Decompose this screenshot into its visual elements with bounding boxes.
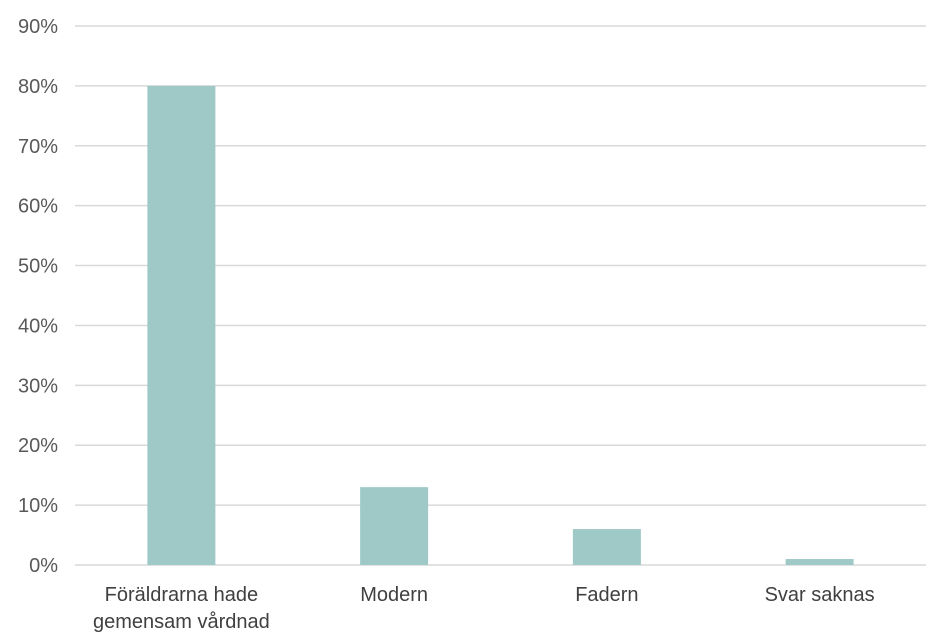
x-category-label: gemensam vårdnad [93,611,270,633]
bar-1 [360,487,429,565]
x-category-label: Föräldrarna hade [105,584,258,606]
y-axis-tick-labels: 0% 10% 20% 30% 40% 50% 60% 70% 80% 90% [18,16,58,577]
x-category-label: Fadern [575,584,638,606]
y-tick-label: 50% [18,256,58,278]
x-category-label: Svar saknas [765,584,875,606]
x-category-label: Modern [360,584,428,606]
y-tick-label: 20% [18,435,58,457]
y-tick-label: 10% [18,495,58,517]
bar-2 [572,529,641,565]
x-axis-category-labels: Föräldrarna hade gemensam vårdnad Modern Fa… [93,584,875,633]
bar-0 [147,85,216,565]
y-tick-label: 80% [18,76,58,98]
y-tick-label: 70% [18,136,58,158]
y-tick-label: 30% [18,375,58,397]
gridlines [75,25,926,566]
bar-3 [785,559,854,565]
y-tick-label: 0% [29,555,58,577]
y-tick-label: 60% [18,196,58,218]
y-tick-label: 90% [18,16,58,38]
y-tick-label: 40% [18,315,58,337]
bars [147,85,854,565]
